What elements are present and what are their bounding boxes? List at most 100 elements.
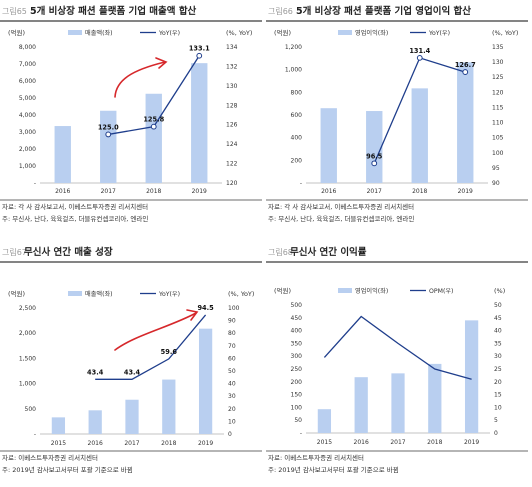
- source-text: 자료: 각 사 감사보고서, 이베스트투자증권 리서치센터: [268, 202, 414, 211]
- bar: [391, 373, 405, 433]
- bar: [88, 410, 102, 434]
- legend-bar-swatch: [338, 288, 352, 293]
- category-label: 2016: [88, 440, 103, 447]
- left-axis-unit: (억원): [274, 286, 291, 295]
- right-tick-label: 40: [228, 381, 236, 388]
- bar: [464, 320, 479, 433]
- left-tick-label: 8,000: [19, 44, 36, 51]
- right-tick-label: 120: [492, 89, 504, 96]
- right-tick-label: 30: [228, 393, 236, 400]
- bar: [411, 88, 428, 183]
- chart-title: 무신사 연간 이익률: [290, 246, 367, 258]
- right-axis-unit: (%, YoY): [492, 29, 518, 37]
- category-label: 2017: [367, 188, 382, 195]
- line-data-label: 125.8: [143, 116, 164, 124]
- annotation-arrow-head: [186, 309, 199, 321]
- left-tick-label: 2,500: [19, 305, 36, 312]
- right-tick-label: 100: [492, 150, 504, 157]
- line-marker: [371, 160, 378, 167]
- left-tick-label: 800: [291, 89, 303, 96]
- bar: [191, 63, 208, 183]
- line-marker: [150, 123, 157, 130]
- right-tick-label: 115: [492, 104, 504, 111]
- right-tick-label: 20: [228, 406, 236, 413]
- line-marker: [416, 54, 423, 61]
- bar: [198, 328, 213, 434]
- right-tick-label: 25: [494, 366, 502, 373]
- left-tick-label: 5,000: [19, 95, 36, 102]
- left-tick-label: 150: [291, 392, 303, 399]
- left-tick-label: 600: [291, 112, 303, 119]
- note-text: 주: 2019년 감사보고서부터 포괄 기준으로 바뀜: [2, 465, 133, 474]
- line-marker: [105, 131, 112, 138]
- right-tick-label: 100: [228, 305, 240, 312]
- right-tick-label: 10: [228, 418, 236, 425]
- line-data-label: 133.1: [189, 45, 210, 53]
- line-data-label: 43.4: [87, 368, 104, 376]
- category-label: 2016: [321, 188, 336, 195]
- category-label: 2018: [427, 439, 442, 446]
- category-label: 2016: [55, 188, 70, 195]
- category-label: 2019: [458, 188, 473, 195]
- category-label: 2017: [124, 440, 139, 447]
- line-data-label: 125.0: [98, 123, 119, 131]
- left-tick-label: 400: [291, 135, 303, 142]
- left-axis-unit: (억원): [274, 28, 291, 37]
- right-tick-label: 120: [226, 180, 238, 187]
- left-tick-label: 100: [291, 404, 303, 411]
- right-tick-label: 122: [226, 161, 238, 168]
- bar: [428, 363, 442, 433]
- legend-bar-label: 영업이익(좌): [355, 29, 388, 37]
- bar: [320, 108, 337, 183]
- category-label: 2017: [101, 188, 116, 195]
- left-tick-label: 400: [291, 328, 303, 335]
- bar: [51, 417, 66, 434]
- left-tick-label: 2,000: [19, 330, 36, 337]
- bar: [100, 110, 117, 183]
- annotation-arrow-head: [155, 57, 168, 69]
- category-label: 2015: [317, 439, 332, 446]
- left-tick-label: 1,200: [285, 44, 302, 51]
- left-tick-label: 300: [291, 353, 303, 360]
- left-axis-unit: (억원): [8, 289, 25, 298]
- note-text: 주: 무신사, 난다, 육육걸즈, 더블유컨셉코리아, 엔라인: [268, 214, 414, 223]
- note-text: 주: 2019년 감사보고서부터 포괄 기준으로 바뀜: [268, 465, 399, 474]
- legend-line-label: OPM(우): [429, 288, 453, 295]
- category-label: 2019: [192, 188, 207, 195]
- figure-number: 그림67: [2, 247, 27, 257]
- left-tick-label: 350: [291, 340, 303, 347]
- source-text: 자료: 이베스트투자증권 리서치센터: [2, 453, 98, 462]
- right-tick-label: 132: [226, 63, 238, 70]
- right-tick-label: 95: [492, 165, 500, 172]
- left-tick-label: -: [34, 431, 36, 438]
- line-data-label: 126.7: [455, 61, 476, 69]
- left-tick-label: 1,000: [285, 67, 302, 74]
- right-tick-label: 110: [492, 120, 504, 127]
- right-tick-label: 70: [228, 343, 236, 350]
- right-tick-label: 90: [228, 318, 236, 325]
- line-data-label: 94.5: [197, 304, 214, 312]
- figure-number: 그림66: [268, 6, 293, 16]
- right-tick-label: 30: [494, 353, 502, 360]
- legend-line-label: YoY(우): [158, 30, 180, 37]
- left-tick-label: 200: [291, 157, 303, 164]
- legend-bar-swatch: [68, 291, 82, 296]
- bar: [366, 111, 383, 183]
- left-tick-label: 450: [291, 315, 303, 322]
- left-tick-label: 50: [294, 417, 302, 424]
- right-tick-label: 135: [492, 44, 504, 51]
- left-tick-label: 500: [291, 302, 303, 309]
- right-tick-label: 126: [226, 122, 238, 129]
- line-data-label: 59.6: [161, 348, 178, 356]
- right-tick-label: 130: [226, 83, 238, 90]
- line-data-label: 43.4: [124, 368, 141, 376]
- annotation-arrow-curve: [114, 312, 197, 351]
- bar: [162, 379, 176, 434]
- right-tick-label: 20: [494, 379, 502, 386]
- category-label: 2018: [412, 188, 427, 195]
- right-tick-label: 45: [494, 315, 502, 322]
- left-tick-label: 200: [291, 379, 303, 386]
- chart-svg: 그림65 5개 비상장 패션 플랫폼 기업 매출액 합산 (억원) (%, YoY) 매…: [0, 5, 262, 223]
